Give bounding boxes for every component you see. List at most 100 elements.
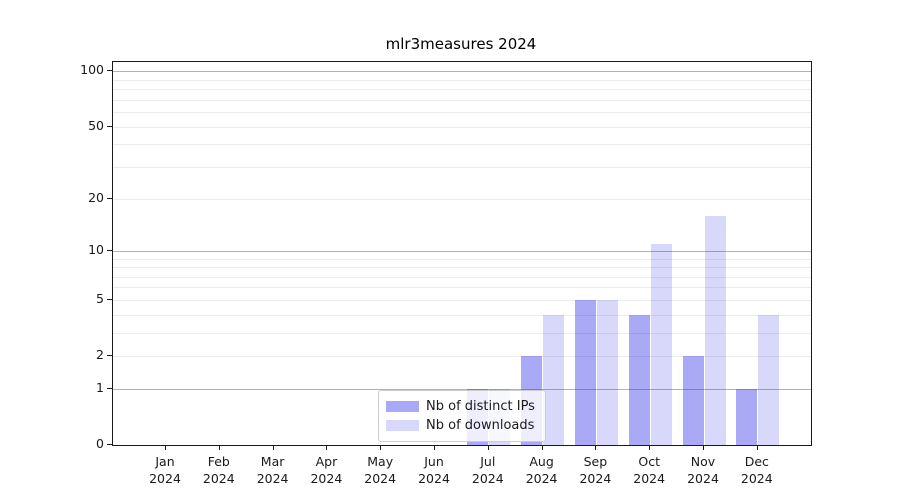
gridline-minor [113, 89, 811, 91]
x-tick-month: Dec [744, 454, 769, 469]
x-tick-month: May [367, 454, 394, 469]
gridline-minor [113, 258, 811, 260]
x-tick-mark [272, 445, 274, 450]
x-tick-year: 2024 [471, 471, 504, 486]
legend-swatch-downloads [386, 420, 419, 431]
x-tick-month: Apr [315, 454, 338, 469]
x-tick-label-mar: Mar 2024 [243, 453, 303, 487]
x-tick-month: Sep [583, 454, 608, 469]
x-tick-mark [165, 445, 166, 450]
gridline-minor [113, 79, 811, 81]
gridline-minor [113, 276, 811, 278]
y-tick-label: 10 [88, 241, 104, 257]
x-tick-label-apr: Apr 2024 [296, 453, 356, 487]
bar-downloads-aug [543, 314, 564, 445]
x-tick-month: Feb [207, 454, 230, 469]
x-tick-mark [649, 445, 651, 450]
plot-area [112, 61, 812, 446]
gridline-minor [113, 299, 811, 301]
x-tick-year: 2024 [310, 471, 343, 486]
x-tick-mark [218, 445, 220, 450]
x-tick-mark [326, 445, 328, 450]
y-tick-label: 2 [96, 347, 104, 363]
legend-entry-distinct-ips: Nb of distinct IPs [386, 397, 535, 416]
legend-label-distinct-ips: Nb of distinct IPs [426, 399, 535, 414]
x-tick-month: Jan [155, 454, 175, 469]
x-tick-month: Jun [424, 454, 444, 469]
x-tick-month: Jul [480, 454, 496, 469]
x-tick-mark [434, 445, 435, 450]
gridline-minor [113, 356, 811, 358]
gridline-minor [113, 198, 811, 200]
x-tick-month: Aug [529, 454, 554, 469]
gridline-major [113, 388, 811, 390]
y-tick-mark [107, 70, 112, 72]
x-tick-label-nov: Nov 2024 [673, 453, 733, 487]
gridline-minor [113, 99, 811, 101]
chart-title: mlr3measures 2024 [385, 35, 537, 53]
legend-label-downloads: Nb of downloads [426, 418, 535, 433]
x-tick-year: 2024 [418, 471, 450, 486]
bar-distinct-ips-nov [683, 356, 704, 445]
x-tick-year: 2024 [149, 471, 181, 486]
y-tick-mark [107, 355, 112, 357]
x-tick-year: 2024 [740, 471, 773, 486]
gridline-minor [113, 287, 811, 289]
bar-downloads-dec [758, 314, 779, 445]
x-tick-year: 2024 [525, 471, 558, 486]
x-tick-label-feb: Feb 2024 [189, 453, 249, 487]
x-tick-mark [380, 445, 382, 450]
gridline-minor [113, 144, 811, 146]
x-tick-label-may: May 2024 [350, 453, 410, 487]
x-tick-month: Mar [260, 454, 285, 469]
x-tick-label-aug: Aug 2024 [512, 453, 572, 487]
x-tick-label-oct: Oct 2024 [619, 453, 679, 487]
gridline-minor [113, 112, 811, 114]
x-tick-label-jun: Jun 2024 [404, 453, 464, 487]
x-tick-year: 2024 [364, 471, 397, 486]
x-tick-label-sep: Sep 2024 [565, 453, 625, 487]
gridline-minor [113, 314, 811, 316]
x-tick-year: 2024 [633, 471, 666, 486]
x-tick-year: 2024 [579, 471, 612, 486]
x-tick-mark [487, 445, 489, 450]
x-tick-month: Oct [638, 454, 660, 469]
y-tick-label: 50 [88, 117, 104, 133]
x-tick-mark [756, 445, 758, 450]
y-tick-mark [107, 444, 112, 445]
x-tick-mark [541, 445, 543, 450]
legend-swatch-distinct-ips [386, 401, 419, 412]
y-tick-label: 20 [88, 189, 104, 205]
x-tick-year: 2024 [202, 471, 235, 486]
legend: Nb of distinct IPs Nb of downloads [378, 390, 546, 442]
bar-downloads-nov [705, 215, 726, 445]
legend-entry-downloads: Nb of downloads [386, 416, 535, 435]
x-tick-year: 2024 [687, 471, 719, 486]
gridline-minor [113, 167, 811, 168]
y-tick-mark [107, 387, 112, 389]
bar-distinct-ips-dec [736, 388, 757, 445]
bar-downloads-sep [597, 299, 618, 445]
y-tick-mark [107, 298, 112, 300]
y-tick-label: 0 [96, 436, 104, 451]
y-tick-label: 100 [80, 62, 104, 78]
bar-distinct-ips-sep [575, 299, 596, 445]
y-tick-mark [107, 125, 112, 127]
x-tick-label-dec: Dec 2024 [727, 453, 787, 487]
x-tick-mark [595, 445, 597, 450]
gridline-major [113, 250, 811, 252]
x-tick-label-jul: Jul 2024 [458, 453, 518, 487]
gridline-minor [113, 267, 811, 269]
y-tick-mark [107, 249, 112, 251]
bar-distinct-ips-oct [629, 314, 650, 445]
gridline-minor [113, 126, 811, 128]
x-tick-year: 2024 [256, 471, 289, 486]
gridline-minor [113, 332, 811, 334]
y-tick-label: 5 [96, 290, 104, 306]
gridline-major [113, 71, 811, 73]
x-tick-month: Nov [690, 454, 716, 469]
y-tick-label: 1 [96, 379, 104, 395]
x-tick-label-jan: Jan 2024 [135, 453, 195, 487]
bar-downloads-oct [651, 243, 672, 445]
